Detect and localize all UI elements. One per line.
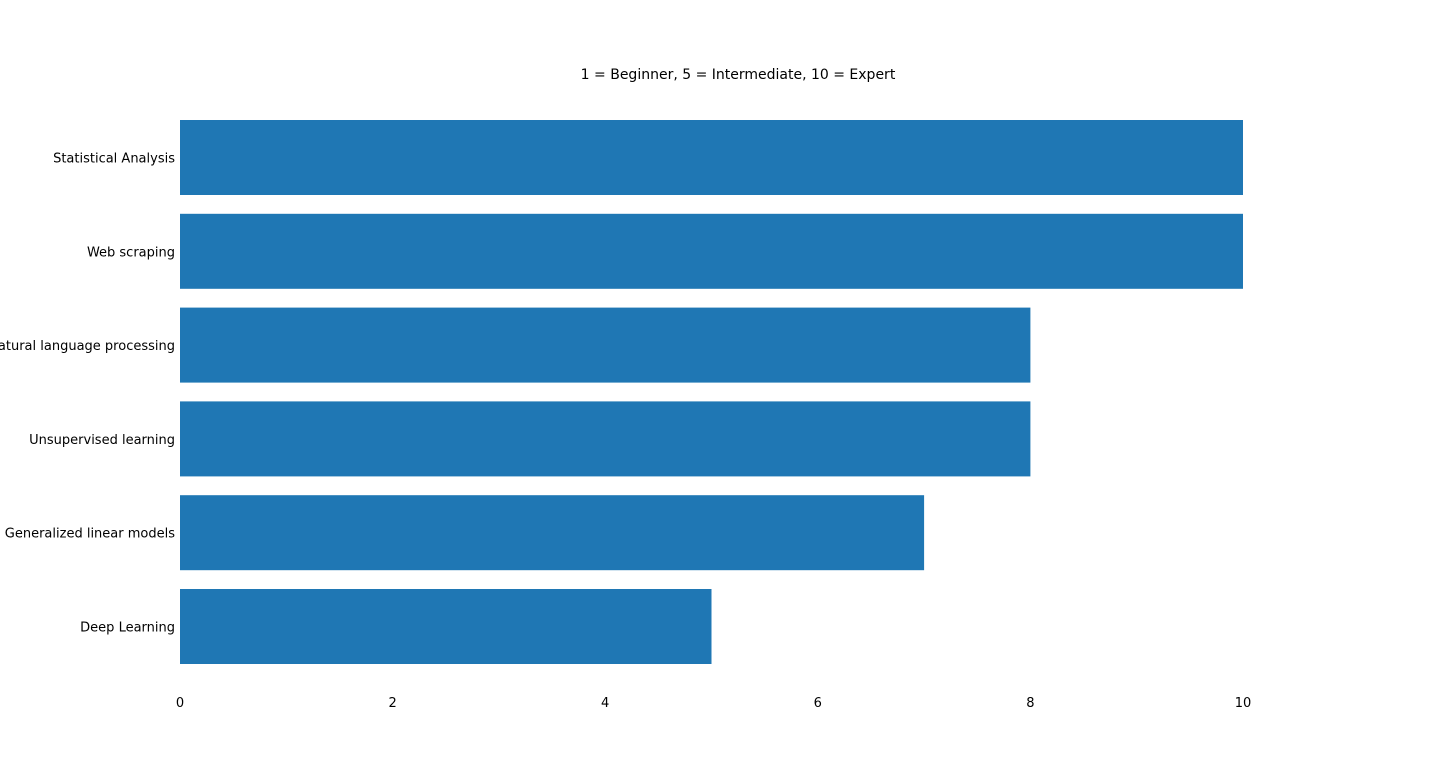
x-tick-label: 4	[601, 696, 609, 711]
y-tick-label: Statistical Analysis	[53, 152, 175, 167]
bar-4	[180, 495, 925, 571]
bar-1	[180, 213, 1243, 289]
bars-layer	[180, 120, 1243, 664]
x-tick-label: 6	[814, 696, 822, 711]
x-tick-label: 2	[388, 696, 396, 711]
y-tick-label: Generalized linear models	[5, 527, 175, 542]
x-tick-labels: 0 2 4 6 8 10	[176, 696, 1251, 711]
x-tick-label: 10	[1235, 696, 1252, 711]
x-tick-label: 0	[176, 696, 184, 711]
bar-3	[180, 401, 1031, 477]
y-tick-label: Deep Learning	[80, 621, 175, 636]
bar-0	[180, 120, 1243, 195]
chart-title: 1 = Beginner, 5 = Intermediate, 10 = Exp…	[581, 67, 896, 83]
bar-5	[180, 589, 712, 664]
y-tick-label: Natural language processing	[0, 339, 175, 354]
y-tick-label: Web scraping	[87, 245, 175, 260]
x-tick-label: 8	[1026, 696, 1034, 711]
y-tick-label: Unsupervised learning	[29, 433, 175, 448]
bar-2	[180, 307, 1031, 383]
y-tick-labels: Statistical Analysis Web scraping Natural …	[0, 152, 175, 636]
